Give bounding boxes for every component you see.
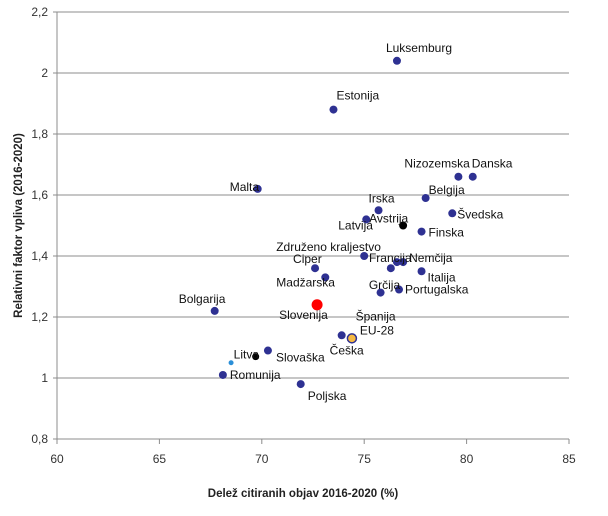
point-spanija [376,288,385,297]
label-spanija: Španija [356,309,396,324]
label-ciper: Ciper [293,252,322,266]
label-italija: Italija [428,270,456,284]
x-tick-label: 65 [153,452,167,466]
point-eu-28 [346,333,358,344]
y-tick-label: 1,8 [31,127,48,141]
label-litva: Litva [234,348,260,362]
x-tick-label: 85 [562,452,576,466]
point-ciper [311,264,320,273]
label-slovaska: Slovaška [276,351,325,365]
point-litva [252,353,260,361]
x-tick-label: 80 [460,452,474,466]
label-madzarska: Madžarska [276,275,335,289]
y-tick-label: 1,6 [31,188,48,202]
x-tick-labels: 60 65 70 75 80 85 [50,452,576,466]
y-tick-label: 0,8 [31,432,48,446]
point-grcija [386,264,395,273]
x-tick-label: 75 [358,452,372,466]
point-madzarska [321,273,330,282]
label-ceska: Češka [330,342,364,357]
label-avstrija: Avstrija [369,212,408,226]
point-luksemburg [392,56,401,65]
point-irska [374,206,383,215]
label-grcija: Grčija [369,278,401,292]
y-tick-label: 1,4 [31,249,48,263]
x-tick-label: 70 [255,452,269,466]
label-estonija: Estonija [336,89,379,103]
point-danska [468,172,477,181]
point-portugalska [395,285,404,294]
label-luksemburg: Luksemburg [386,41,452,55]
y-tick-label: 2 [41,66,48,80]
axes [53,11,570,444]
label-belgija: Belgija [429,183,465,197]
point-unlabeled-0 [228,360,234,366]
point-labels: Luksemburg Estonija Nizozemska Danska Malta B… [179,41,513,403]
label-francija: Francija [369,251,412,265]
label-latvija: Latvija [338,218,373,232]
label-zdruzeno-kraljestvo: Združeno kraljestvo [276,240,381,254]
label-slovenija: Slovenija [279,308,328,322]
point-estonija [329,105,338,114]
point-svedska [448,209,457,218]
point-avstrija [399,221,408,230]
label-nizozemska: Nizozemska [404,157,470,171]
x-axis-title: Delež citiranih objav 2016-2020 (%) [208,488,399,500]
point-italija [417,267,426,276]
x-tick-label: 60 [50,452,64,466]
label-eu-28: EU-28 [360,323,394,337]
label-romunija: Romunija [230,368,281,382]
point-bolgarija [210,306,219,315]
label-svedska: Švedska [457,206,503,221]
point-belgija [421,194,430,203]
label-danska: Danska [472,157,513,171]
label-finska: Finska [429,226,465,240]
y-tick-label: 2,2 [31,5,48,19]
point-finska [417,227,426,236]
label-irska: Irska [369,191,395,205]
label-malta: Malta [230,180,260,194]
point-malta [253,184,262,193]
point-poljska [296,380,305,389]
point-francija [392,258,401,267]
point-zdruzeno-kraljestvo [360,252,369,260]
y-tick-labels: 0,8 1 1,2 1,4 1,6 1,8 2 2,2 [31,5,48,446]
y-tick-label: 1,2 [31,310,48,324]
point-romunija [218,370,227,379]
y-axis-title: Relativni faktor vpliva (2016-2020) [13,133,25,318]
point-ceska [337,331,346,340]
gridlines [57,11,569,440]
point-slovaska [263,346,272,355]
point-nemcija [399,258,408,267]
label-portugalska: Portugalska [405,283,469,297]
point-slovenija [311,299,323,311]
label-bolgarija: Bolgarija [179,292,226,306]
y-tick-label: 1 [41,371,48,385]
label-poljska: Poljska [308,389,347,403]
label-nemcija: Nemčija [409,251,453,265]
point-nizozemska [454,172,463,181]
data-points [210,56,477,389]
point-latvija [362,215,371,224]
